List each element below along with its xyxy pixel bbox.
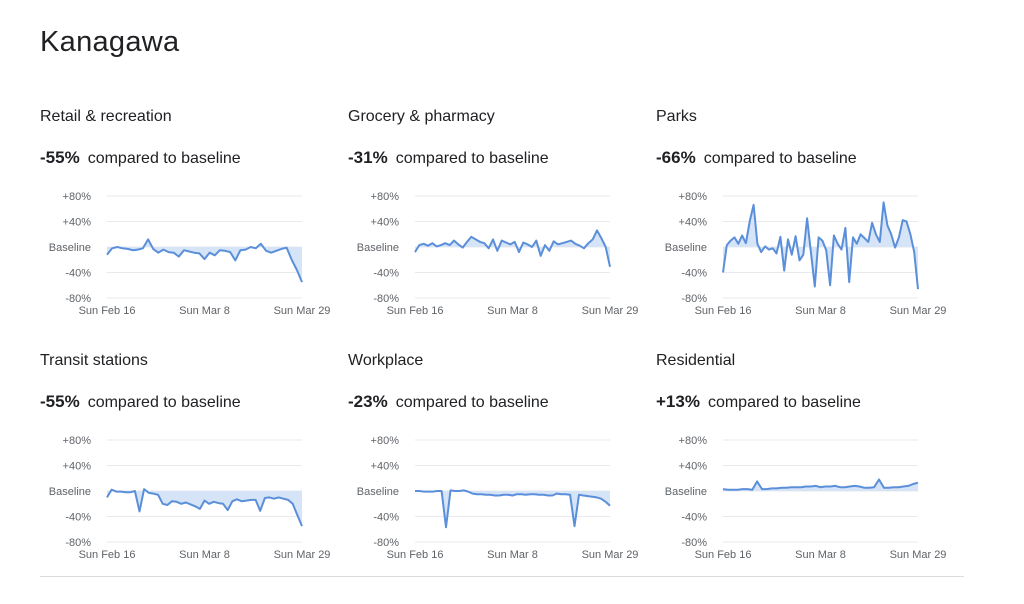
change-suffix: compared to baseline	[395, 150, 549, 167]
baseline-area	[723, 202, 918, 290]
y-tick-label: -80%	[65, 537, 91, 549]
x-tick-label: Sun Feb 16	[695, 305, 752, 317]
y-tick-label: +40%	[63, 217, 92, 229]
y-tick-label: -80%	[681, 293, 707, 305]
y-tick-label: -80%	[373, 537, 399, 549]
page-title: Kanagawa	[40, 26, 180, 58]
series-line	[414, 229, 611, 268]
y-tick-label: Baseline	[49, 486, 91, 498]
change-stat: -55% compared to baseline	[40, 392, 241, 412]
panel-retail-recreation: Retail & recreation -55% compared to base…	[40, 108, 340, 338]
y-tick-label: Baseline	[665, 242, 707, 254]
series-line	[106, 488, 303, 527]
series-line	[106, 238, 303, 283]
change-value: +13%	[656, 392, 700, 411]
mobility-chart: +80% +40% Baseline -40% -80%Sun Feb 16 Sun Ma…	[49, 191, 331, 317]
x-tick-label: Sun Mar 8	[795, 549, 846, 561]
mobility-chart: +80% +40% Baseline -40% -80%Sun Feb 16 Sun Ma…	[665, 191, 947, 317]
series-line	[722, 201, 919, 290]
category-title: Grocery & pharmacy	[348, 108, 495, 125]
panel-transit-stations: Transit stations -55% compared to baselin…	[40, 352, 340, 582]
change-stat: -31% compared to baseline	[348, 148, 549, 168]
y-tick-label: +80%	[63, 435, 92, 447]
change-value: -31%	[348, 148, 388, 167]
y-tick-label: +40%	[371, 217, 400, 229]
y-tick-label: -80%	[65, 293, 91, 305]
x-tick-label: Sun Mar 29	[582, 549, 639, 561]
y-tick-label: -80%	[681, 537, 707, 549]
x-tick-label: Sun Mar 8	[179, 305, 230, 317]
panel-parks: Parks -66% compared to baseline +80% +40% B…	[656, 108, 956, 338]
change-stat: -55% compared to baseline	[40, 148, 241, 168]
x-tick-label: Sun Feb 16	[387, 305, 444, 317]
y-tick-label: +40%	[679, 461, 708, 473]
y-tick-label: -40%	[681, 268, 707, 280]
x-tick-label: Sun Mar 29	[582, 305, 639, 317]
baseline-area	[415, 230, 610, 267]
series-line	[722, 478, 919, 491]
category-title: Transit stations	[40, 352, 148, 369]
x-tick-label: Sun Mar 8	[179, 549, 230, 561]
y-tick-label: -40%	[373, 268, 399, 280]
y-tick-label: -40%	[373, 512, 399, 524]
change-value: -23%	[348, 392, 388, 411]
panel-residential: Residential +13% compared to baseline +80…	[656, 352, 956, 582]
y-tick-label: Baseline	[357, 242, 399, 254]
x-tick-label: Sun Mar 29	[890, 549, 947, 561]
x-tick-label: Sun Mar 8	[795, 305, 846, 317]
change-value: -55%	[40, 148, 80, 167]
y-tick-label: +80%	[371, 191, 400, 203]
y-tick-label: -40%	[65, 268, 91, 280]
category-title: Retail & recreation	[40, 108, 172, 125]
y-tick-label: +40%	[679, 217, 708, 229]
change-value: -66%	[656, 148, 696, 167]
x-tick-label: Sun Mar 29	[890, 305, 947, 317]
change-value: -55%	[40, 392, 80, 411]
x-tick-label: Sun Feb 16	[695, 549, 752, 561]
x-tick-label: Sun Mar 29	[274, 305, 331, 317]
y-tick-label: +80%	[371, 435, 400, 447]
category-title: Residential	[656, 352, 736, 369]
y-tick-label: +40%	[371, 461, 400, 473]
mobility-chart: +80% +40% Baseline -40% -80%Sun Feb 16 Sun Ma…	[665, 435, 947, 561]
y-tick-label: Baseline	[665, 486, 707, 498]
y-tick-label: +80%	[679, 435, 708, 447]
mobility-chart: +80% +40% Baseline -40% -80%Sun Feb 16 Sun Ma…	[357, 191, 639, 317]
footer-divider	[40, 576, 964, 577]
baseline-area	[415, 490, 610, 528]
y-tick-label: +80%	[679, 191, 708, 203]
y-tick-label: +80%	[63, 191, 92, 203]
y-tick-label: Baseline	[357, 486, 399, 498]
mobility-chart: +80% +40% Baseline -40% -80%Sun Feb 16 Sun Ma…	[49, 435, 331, 561]
category-title: Parks	[656, 108, 697, 125]
change-stat: -23% compared to baseline	[348, 392, 549, 412]
x-tick-label: Sun Mar 8	[487, 305, 538, 317]
mobility-chart: +80% +40% Baseline -40% -80%Sun Feb 16 Sun Ma…	[357, 435, 639, 561]
change-suffix: compared to baseline	[395, 394, 549, 411]
y-tick-label: -40%	[681, 512, 707, 524]
x-tick-label: Sun Feb 16	[79, 549, 136, 561]
baseline-area	[107, 489, 302, 527]
x-tick-label: Sun Feb 16	[79, 305, 136, 317]
change-suffix: compared to baseline	[703, 150, 857, 167]
change-suffix: compared to baseline	[87, 150, 241, 167]
change-stat: +13% compared to baseline	[656, 392, 861, 412]
change-stat: -66% compared to baseline	[656, 148, 857, 168]
category-title: Workplace	[348, 352, 424, 369]
panel-grocery-pharmacy: Grocery & pharmacy -31% compared to basel…	[348, 108, 648, 338]
baseline-area	[107, 239, 302, 283]
x-tick-label: Sun Mar 29	[274, 549, 331, 561]
y-tick-label: Baseline	[49, 242, 91, 254]
change-suffix: compared to baseline	[707, 394, 861, 411]
x-tick-label: Sun Feb 16	[387, 549, 444, 561]
series-line	[415, 489, 611, 529]
y-tick-label: +40%	[63, 461, 92, 473]
y-tick-label: -40%	[65, 512, 91, 524]
y-tick-label: -80%	[373, 293, 399, 305]
change-suffix: compared to baseline	[87, 394, 241, 411]
x-tick-label: Sun Mar 8	[487, 549, 538, 561]
panel-workplace: Workplace -23% compared to baseline +80% +…	[348, 352, 648, 582]
